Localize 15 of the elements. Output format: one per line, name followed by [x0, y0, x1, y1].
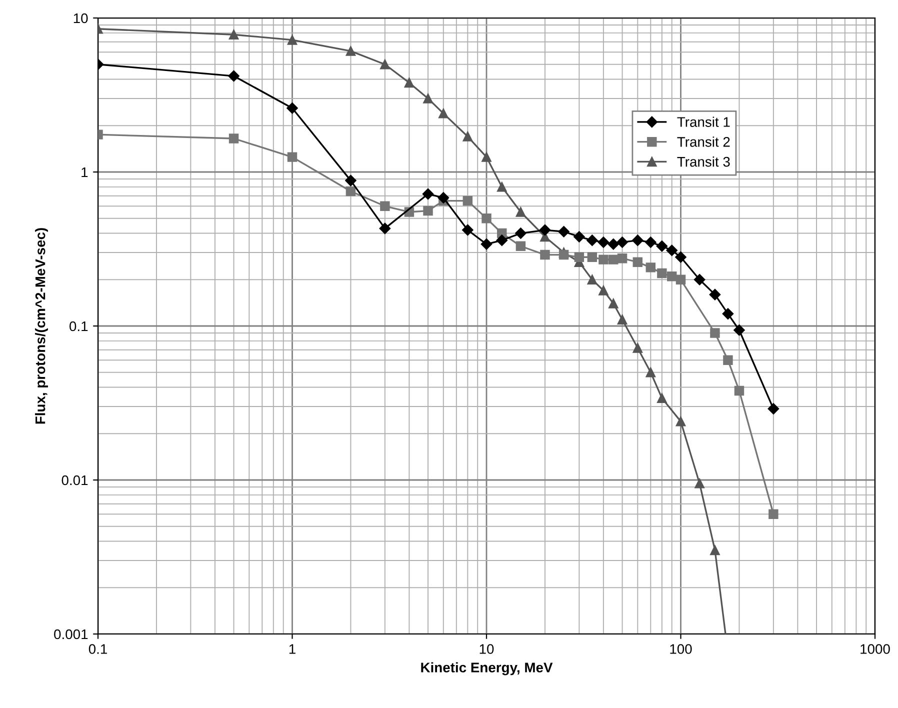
y-tick-label: 1 [82, 167, 88, 178]
y-tick-label: 0.001 [54, 629, 88, 640]
legend-label: Transit 3 [677, 156, 730, 167]
x-tick-label: 1 [289, 644, 296, 654]
legend-label: Transit 2 [677, 136, 730, 147]
y-axis-title: Flux, protons/(cm^2-MeV-sec) [35, 228, 48, 424]
x-axis-title: Kinetic Energy, MeV [421, 662, 553, 676]
y-tick-label: 0.1 [70, 321, 88, 332]
x-tick-label: 100 [670, 644, 692, 654]
y-tick-label: 10 [74, 13, 88, 24]
x-tick-label: 0.1 [88, 644, 107, 654]
legend-label: Transit 1 [677, 116, 730, 127]
x-tick-label: 10 [480, 644, 494, 654]
x-tick-label: 1000 [860, 644, 890, 654]
y-tick-label: 0.01 [62, 475, 88, 486]
